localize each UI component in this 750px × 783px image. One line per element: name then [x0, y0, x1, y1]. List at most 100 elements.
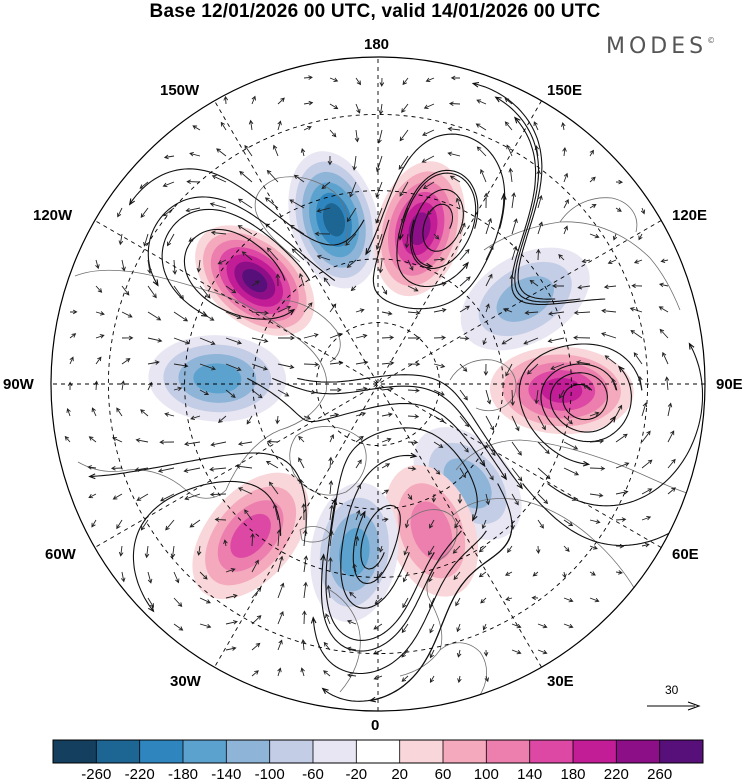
wind-vector [225, 311, 242, 319]
wind-vector [173, 311, 189, 322]
wind-vector [589, 411, 600, 417]
streamline [320, 530, 462, 652]
wind-vector [459, 415, 470, 428]
wind-vector [561, 121, 566, 131]
wind-vector [303, 333, 319, 339]
wind-vector [91, 519, 97, 528]
streamline [322, 530, 512, 702]
anomaly-contour-band [193, 363, 242, 394]
wind-vector [601, 332, 617, 339]
wind-vector [532, 571, 539, 577]
wind-vector [302, 529, 308, 547]
coastline-canadian-archipelago [279, 299, 341, 363]
wind-vector [633, 352, 643, 365]
wind-vector [583, 384, 591, 391]
lon-label-120e: 120E [672, 207, 708, 224]
wind-vector [184, 493, 201, 501]
wind-vector [485, 415, 495, 431]
wind-vector [456, 623, 461, 633]
streamline-arrowhead [472, 514, 478, 522]
wind-vector [164, 412, 175, 417]
wind-vector [589, 233, 600, 239]
wind-vector [277, 97, 285, 105]
wind-vector [251, 559, 259, 573]
wind-vector [121, 259, 126, 272]
streamline [522, 450, 705, 547]
wind-vector [157, 467, 175, 473]
streamline [312, 530, 487, 675]
wind-vector [615, 179, 624, 185]
wind-vector [328, 556, 333, 573]
coastline-chukotka [559, 197, 638, 233]
wind-vector [173, 386, 183, 392]
wind-vector [223, 95, 229, 105]
wind-vector [300, 147, 306, 157]
colorbar-tick-label: -180 [167, 766, 199, 783]
wind-vector [548, 311, 565, 316]
wind-vector [346, 646, 357, 652]
wind-vector [346, 259, 357, 269]
wind-vector [192, 125, 201, 131]
wind-vector [355, 77, 362, 86]
streamline-arrowhead [688, 342, 695, 350]
wind-vector [277, 305, 292, 313]
wind-vector [537, 195, 543, 209]
wind-vector [135, 438, 149, 443]
wind-vector [327, 155, 333, 166]
wind-vector [346, 619, 357, 625]
wind-vector [251, 363, 268, 371]
wind-vector [225, 646, 237, 651]
wind-vector [199, 389, 210, 395]
wind-vector [120, 380, 126, 391]
wind-vector [329, 129, 337, 138]
wind-vector [173, 597, 183, 607]
wind-vector [303, 125, 312, 131]
wind-vector [303, 362, 320, 367]
wind-vector [216, 148, 227, 157]
wind-vector [615, 462, 630, 469]
wind-vector [612, 233, 618, 241]
streamline [540, 363, 632, 443]
wind-vector [455, 597, 461, 607]
wind-vector [95, 311, 105, 316]
streamline-arrowhead [582, 460, 591, 467]
wind-vector [162, 181, 175, 188]
lon-label-150w: 150W [160, 82, 200, 99]
wind-vector [277, 555, 284, 573]
meridian-line [214, 100, 542, 668]
wind-vector [209, 466, 227, 472]
wind-vector [120, 571, 126, 583]
wind-vector [329, 530, 334, 547]
latitude-circle [184, 190, 572, 578]
wind-vector [189, 151, 201, 157]
wind-vector [562, 146, 567, 157]
wind-vector [485, 273, 493, 287]
wind-vector [504, 121, 513, 131]
wind-vector [402, 571, 409, 583]
wind-vector [615, 404, 623, 417]
wind-vector [244, 144, 253, 157]
streamline-arrowhead [479, 460, 486, 468]
wind-vector [147, 311, 162, 321]
streamline [325, 499, 435, 641]
wind-vector [547, 337, 565, 343]
wind-vector [630, 329, 643, 339]
wind-vector [147, 571, 153, 584]
wind-vector [558, 254, 565, 261]
wind-vector [381, 463, 391, 469]
wind-vector [615, 489, 629, 495]
wind-vector [641, 402, 648, 417]
wind-vector [485, 389, 492, 405]
wind-vector [429, 649, 435, 659]
wind-vector [485, 217, 493, 235]
wind-vector [480, 597, 487, 604]
streamline [549, 372, 616, 433]
wind-vector [422, 181, 435, 189]
wind-vector [658, 282, 669, 288]
colorbar-tick-label: 260 [647, 766, 673, 783]
lon-label-0: 0 [371, 717, 380, 734]
wind-vector [431, 493, 437, 503]
wind-vector [112, 493, 123, 500]
wind-vector [482, 337, 487, 346]
anomaly-negative-1 [288, 151, 380, 289]
